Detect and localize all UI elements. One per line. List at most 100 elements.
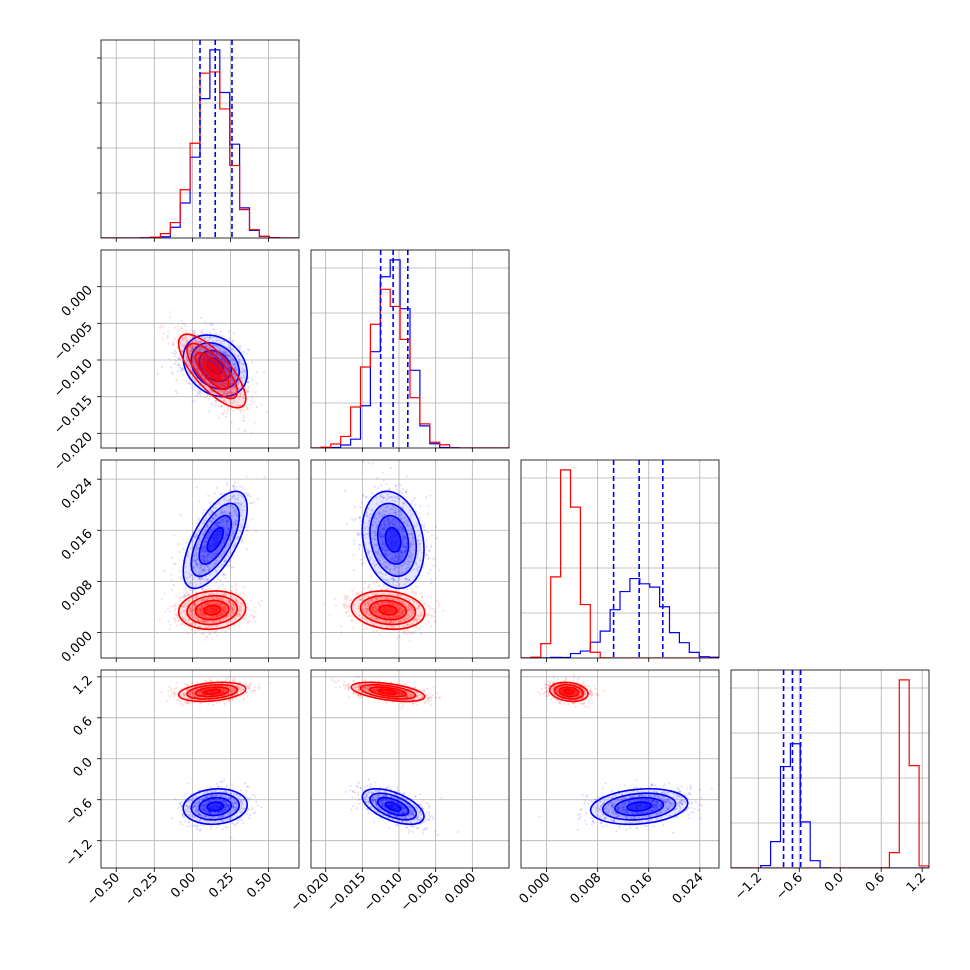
scatter-point — [190, 628, 193, 632]
scatter-point — [186, 555, 189, 558]
y-tick-label-2-3: 0.024 — [59, 475, 96, 512]
scatter-point — [233, 390, 236, 394]
scatter-point — [200, 588, 204, 591]
scatter-point — [170, 588, 173, 591]
scatter-point — [213, 328, 216, 331]
scatter-point — [207, 602, 210, 605]
scatter-point — [213, 404, 216, 408]
scatter-point — [203, 357, 206, 360]
scatter-point — [236, 381, 239, 385]
scatter-point — [232, 339, 235, 343]
scatter-point — [221, 375, 224, 378]
scatter-point — [183, 352, 186, 355]
scatter-point — [214, 552, 217, 555]
scatter-point — [362, 561, 365, 564]
scatter-point — [209, 552, 212, 556]
scatter-point — [223, 537, 227, 540]
scatter-point — [222, 379, 225, 382]
scatter-point — [252, 400, 255, 404]
scatter-point — [189, 346, 192, 350]
scatter-point — [223, 360, 226, 363]
scatter-point — [202, 568, 205, 571]
scatter-point — [199, 565, 203, 569]
scatter-point — [193, 340, 196, 343]
scatter-point — [212, 553, 215, 556]
scatter-point — [189, 350, 192, 353]
scatter-point — [215, 526, 218, 529]
scatter-point — [182, 322, 186, 325]
scatter-point — [224, 532, 227, 535]
scatter-point — [219, 512, 222, 515]
scatter-point — [240, 351, 244, 354]
scatter-point — [235, 366, 238, 369]
scatter-point — [239, 377, 243, 380]
scatter-point — [221, 382, 224, 385]
scatter-point — [207, 351, 210, 354]
scatter-point — [198, 346, 202, 349]
scatter-point — [202, 357, 205, 360]
scatter-point — [202, 556, 205, 559]
scatter-point — [210, 361, 214, 364]
scatter-point — [231, 536, 234, 539]
scatter-point — [208, 337, 211, 340]
scatter-point — [167, 342, 170, 345]
histogram-series-1 — [101, 71, 299, 238]
scatter-point — [432, 557, 435, 560]
scatter-point — [201, 367, 204, 370]
scatter-point — [217, 396, 220, 399]
scatter-point — [195, 534, 198, 537]
scatter-point — [182, 547, 185, 550]
scatter-point — [222, 351, 225, 355]
scatter-point — [175, 612, 178, 615]
scatter-point — [224, 355, 227, 358]
scatter-point — [192, 371, 196, 375]
scatter-point — [207, 351, 211, 354]
scatter-point — [217, 367, 220, 370]
scatter-point — [196, 619, 200, 623]
scatter-point — [208, 501, 212, 504]
scatter-point — [240, 377, 243, 380]
scatter-point — [213, 624, 216, 627]
scatter-point — [227, 527, 231, 530]
scatter-point — [233, 624, 236, 627]
scatter-point — [231, 362, 234, 365]
scatter-point — [427, 612, 430, 616]
scatter-point — [213, 344, 216, 347]
scatter-point — [201, 366, 204, 369]
scatter-point — [211, 529, 214, 532]
scatter-point — [186, 358, 189, 362]
scatter-point — [229, 505, 232, 508]
scatter-point — [195, 559, 198, 562]
scatter-point — [402, 488, 405, 491]
scatter-point — [197, 357, 200, 360]
scatter-point — [371, 491, 374, 494]
scatter-point — [201, 545, 204, 548]
scatter-point — [228, 511, 231, 514]
scatter-point — [226, 533, 229, 537]
scatter-point — [252, 501, 255, 504]
scatter-point — [194, 601, 197, 604]
scatter-point — [210, 519, 213, 523]
scatter-point — [209, 531, 213, 535]
scatter-point — [418, 516, 421, 520]
scatter-point — [227, 366, 230, 369]
scatter-point — [206, 597, 209, 600]
scatter-point — [249, 501, 252, 504]
scatter-point — [208, 531, 211, 534]
scatter-point — [239, 395, 242, 398]
scatter-point — [197, 619, 201, 622]
scatter-point — [183, 588, 186, 591]
scatter-point — [225, 516, 229, 519]
scatter-point — [194, 363, 197, 366]
scatter-point — [221, 384, 224, 387]
scatter-point — [203, 550, 207, 554]
scatter-point — [206, 386, 209, 389]
scatter-point — [188, 372, 191, 375]
scatter-point — [220, 380, 223, 383]
scatter-point — [223, 375, 226, 378]
scatter-point — [182, 345, 185, 349]
scatter-point — [204, 357, 207, 360]
scatter-point — [179, 597, 182, 600]
scatter-point — [246, 405, 249, 409]
scatter-point — [226, 519, 229, 523]
